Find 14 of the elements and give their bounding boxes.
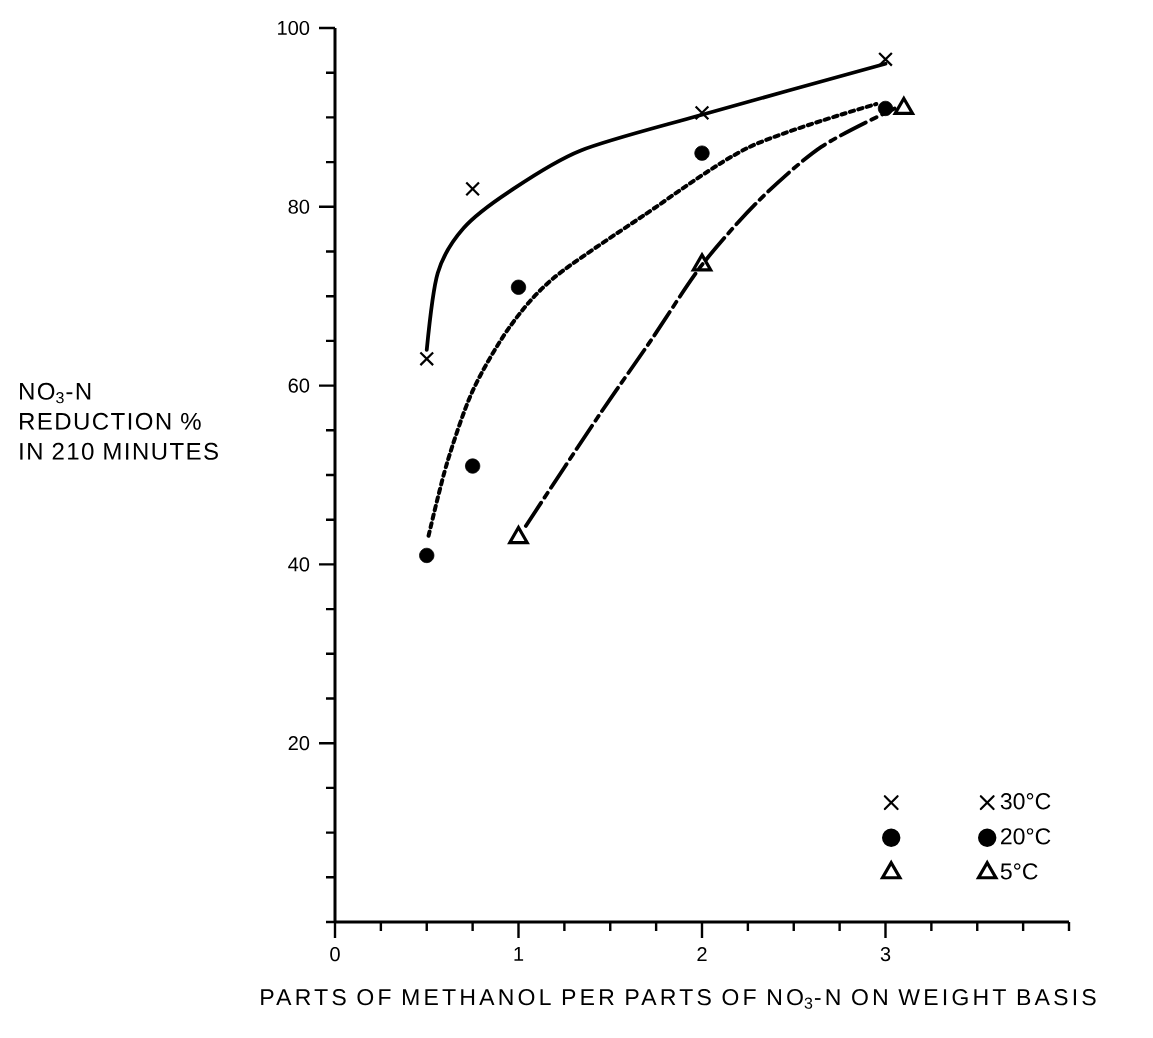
x-tick-label: 3	[880, 947, 891, 962]
y-tick-label: 80	[288, 199, 310, 214]
x-axis-title: PARTS OF METHANOL PER PARTS OF NO$_{3}$-N ON WEIGHT BASIS	[261, 989, 1096, 1009]
y-tick-label: 100	[278, 20, 310, 36]
y-axis-title: NO$_{3}$-N REDUCTION % IN 210 MINUTES	[20, 382, 218, 460]
x-tick-label: 0	[330, 947, 340, 962]
y-tick-label: 60	[288, 378, 310, 393]
x-tick-label: 1	[514, 947, 524, 961]
y-tick-label: 40	[288, 557, 310, 572]
y-tick-label: 20	[288, 736, 310, 751]
legend-label: 20°C	[1001, 828, 1051, 845]
legend-label: 5°C	[1000, 863, 1038, 880]
x-tick-label: 2	[697, 947, 707, 962]
legend-label: 30°C	[1000, 793, 1051, 810]
